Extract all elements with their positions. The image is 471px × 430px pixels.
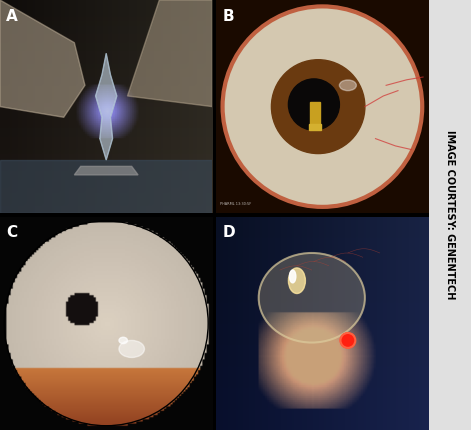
Ellipse shape	[288, 268, 305, 294]
Polygon shape	[0, 0, 85, 117]
Ellipse shape	[259, 253, 365, 343]
Bar	[309, 102, 320, 128]
Bar	[309, 124, 321, 130]
Polygon shape	[0, 160, 212, 213]
Ellipse shape	[290, 270, 296, 283]
Text: C: C	[7, 225, 17, 240]
Circle shape	[288, 79, 340, 130]
Polygon shape	[74, 166, 138, 175]
Ellipse shape	[119, 341, 145, 357]
Ellipse shape	[119, 337, 128, 344]
Text: B: B	[223, 9, 234, 24]
Text: A: A	[7, 9, 18, 24]
Ellipse shape	[340, 80, 357, 91]
Text: D: D	[223, 225, 235, 240]
Text: IMAGE COURTESY: GENENTECH: IMAGE COURTESY: GENENTECH	[445, 130, 455, 300]
Polygon shape	[128, 0, 212, 107]
Text: PHARML 13:30:5F: PHARML 13:30:5F	[220, 202, 252, 206]
Circle shape	[223, 6, 422, 207]
Circle shape	[271, 60, 365, 154]
Circle shape	[341, 333, 355, 348]
Polygon shape	[96, 53, 117, 160]
